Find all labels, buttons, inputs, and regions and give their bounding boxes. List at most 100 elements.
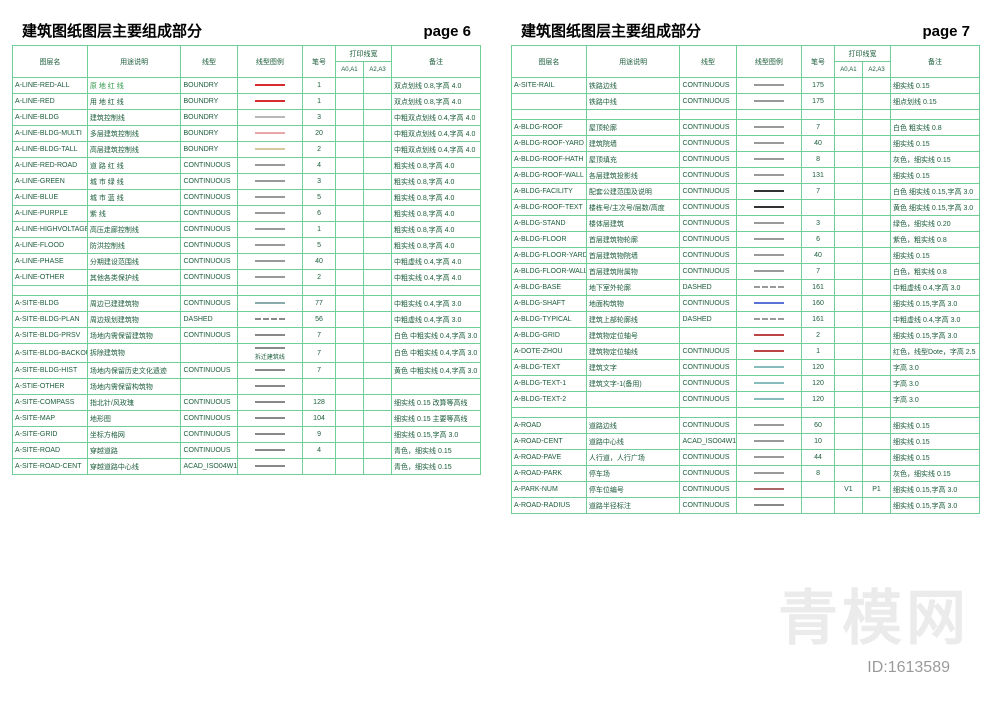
table-cell: A-SITE-ROAD [13,443,88,459]
table-row: A-SITE-ROAD-CENT穿越道路中心线ACAD_ISO04W100青色，… [13,459,481,475]
table-cell [237,206,303,222]
table-cell: CONTINUOUS [181,270,237,286]
table-cell [335,142,363,158]
table-cell: CONTINUOUS [181,411,237,427]
table-cell [335,222,363,238]
table-cell [834,184,862,200]
table-cell: A-SITE-MAP [13,411,88,427]
table-row: A-BLDG-STAND楼体层建筑CONTINUOUS3绿色，细实线 0.20 [512,216,980,232]
table-cell [736,418,802,434]
table-cell: 7 [802,264,835,280]
table-cell [335,379,363,395]
table-cell [392,379,481,395]
table-cell: 防洪控制线 [87,238,181,254]
table-cell: 细实线 0.15 [891,434,980,450]
table-cell [335,254,363,270]
table-cell [237,379,303,395]
table-cell [335,174,363,190]
table-cell [736,376,802,392]
table-cell [862,392,890,408]
table-row: A-BLDG-FLOOR首层建筑物轮廓CONTINUOUS6紫色，粗实线 0.8 [512,232,980,248]
table-cell: 字高 3.0 [891,376,980,392]
table-header: 备注 [392,46,481,78]
table-cell: 白色 中粗实线 0.4,字高 3.0 [392,344,481,363]
table-cell: 6 [303,206,336,222]
table-cell: 地形图 [87,411,181,427]
table-cell [363,142,391,158]
table-row: A-ROAD-CENT道路中心线ACAD_ISO04W10010细实线 0.15 [512,434,980,450]
table-cell: 128 [303,395,336,411]
linetype-swatch [255,465,285,467]
table-cell [237,126,303,142]
table-cell: CONTINUOUS [181,427,237,443]
table-cell [834,312,862,328]
table-row: A-BLDG-ROOF-WALL各层建筑投影线CONTINUOUS131细实线 … [512,168,980,184]
table-cell: 字高 3.0 [891,392,980,408]
table-cell: 拆迁建筑线 [237,344,303,363]
linetype-swatch [255,132,285,134]
linetype-swatch [754,472,784,474]
table-header: 笔号 [802,46,835,78]
linetype-swatch [255,228,285,230]
linetype-swatch [255,84,285,86]
table-cell: 建筑物定位轴线 [586,344,680,360]
table-row: 铁路中线CONTINUOUS175细点划线 0.15 [512,94,980,110]
table-cell [237,443,303,459]
table-row: A-LINE-BLDG-MULTI多层建筑控制线BOUNDRY20中粗双点划线 … [13,126,481,142]
linetype-swatch [754,440,784,442]
table-cell: 楼体层建筑 [586,216,680,232]
table-row: A-SITE-BLDG周边已建建筑物CONTINUOUS77中粗实线 0.4,字… [13,296,481,312]
page-number: page 7 [922,23,970,40]
table-cell: CONTINUOUS [680,232,736,248]
table-header: 图层名 [512,46,587,78]
table-row: A-BLDG-ROOF屋顶轮廓CONTINUOUS7白色 粗实线 0.8 [512,120,980,136]
table-cell [363,206,391,222]
table-cell: 5 [303,238,336,254]
table-row: A-SITE-COMPASS指北针/风玫瑰CONTINUOUS128细实线 0.… [13,395,481,411]
table-header: 笔号 [303,46,336,78]
table-cell [834,120,862,136]
table-cell: BOUNDRY [181,94,237,110]
table-row: A-BLDG-TEXT-2CONTINUOUS120字高 3.0 [512,392,980,408]
table-cell: A-LINE-BLUE [13,190,88,206]
table-cell [363,94,391,110]
table-cell: 7 [802,184,835,200]
table-cell: A-SITE-GRID [13,427,88,443]
table-row: A-BLDG-TYPICAL建筑上部轮廓线DASHED161中粗虚线 0.4,字… [512,312,980,328]
table-cell: 9 [303,427,336,443]
linetype-swatch [255,100,285,102]
linetype-swatch [255,433,285,435]
table-cell: 3 [303,110,336,126]
table-cell: 77 [303,296,336,312]
table-cell: 175 [802,78,835,94]
table-cell: A-SITE-BLDG [13,296,88,312]
table-cell: BOUNDRY [181,110,237,126]
table-cell [363,238,391,254]
table-row: A-LINE-BLDG建筑控制线BOUNDRY3中粗双点划线 0.4,字高 4.… [13,110,481,126]
table-cell [363,110,391,126]
linetype-swatch [754,424,784,426]
table-cell [363,158,391,174]
linetype-swatch [754,398,784,400]
table-row: A-SITE-RAIL铁路边线CONTINUOUS175细实线 0.15 [512,78,980,94]
table-cell: V1 [834,482,862,498]
table-cell [862,200,890,216]
table-cell: P1 [862,482,890,498]
table-row: A-LINE-HIGHVOLTAGE高压走廊控制线CONTINUOUS1粗实线 … [13,222,481,238]
table-cell: 10 [802,434,835,450]
table-cell: 中粗虚线 0.4,字高 3.0 [891,280,980,296]
table-cell: CONTINUOUS [181,363,237,379]
table-cell: DASHED [680,312,736,328]
table-cell: 建筑文字-1(备用) [586,376,680,392]
table-cell [335,459,363,475]
table-cell: 细实线 0.15 [891,78,980,94]
table-cell [363,254,391,270]
table-cell: A-STIE-OTHER [13,379,88,395]
table-cell: 细实线 0.15,字高 3.0 [891,328,980,344]
table-cell: 停车位编号 [586,482,680,498]
linetype-swatch [255,318,285,320]
table-cell [237,158,303,174]
table-cell: 铁路边线 [586,78,680,94]
table-cell [237,411,303,427]
table-cell: 1 [303,94,336,110]
